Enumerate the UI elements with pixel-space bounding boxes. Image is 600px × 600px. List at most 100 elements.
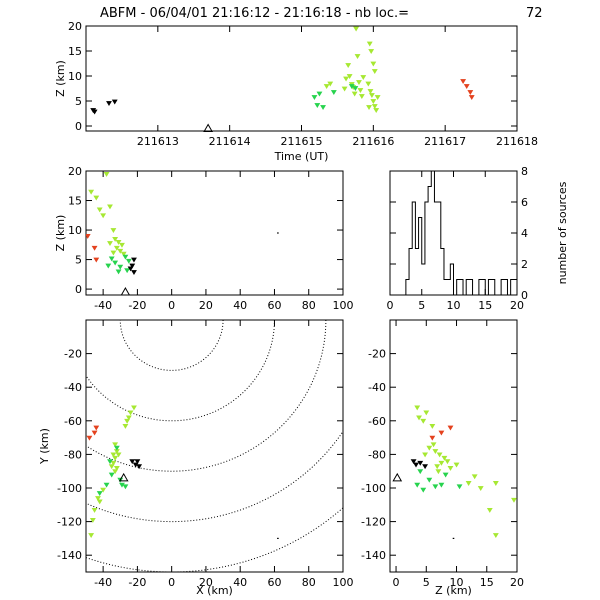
- source-point: [86, 234, 91, 239]
- source-point: [124, 418, 131, 424]
- source-point: [373, 108, 380, 113]
- source-point: [122, 254, 129, 260]
- y-tick-label: 5: [75, 254, 82, 267]
- source-point: [414, 482, 421, 488]
- source-point: [122, 484, 129, 490]
- y-tick-label: 20: [68, 20, 82, 33]
- source-point: [456, 484, 463, 490]
- source-point: [422, 452, 429, 458]
- y-axis-label: Y (km): [38, 428, 51, 465]
- histogram-bin: [434, 202, 437, 295]
- source-point: [311, 95, 318, 100]
- source-point: [511, 497, 517, 503]
- x-tick-label: 10: [450, 576, 464, 589]
- source-point: [100, 487, 107, 493]
- source-point: [95, 496, 101, 502]
- y-axis-label: Z (km): [54, 215, 67, 252]
- source-point: [91, 109, 98, 115]
- station-marker: [392, 472, 403, 482]
- source-point: [417, 460, 424, 466]
- x-tick-label: 20: [510, 299, 524, 312]
- y-axis-label: number of sources: [556, 181, 569, 284]
- source-point: [117, 248, 124, 254]
- panel-height-y: 0 5 10 15 20 -140 -120 -100 -80 -60 -40 -20 Z (km): [361, 319, 524, 597]
- points: [86, 405, 279, 539]
- source-point: [93, 425, 100, 431]
- source-point: [115, 239, 122, 245]
- source-point: [327, 81, 334, 87]
- source-point: [125, 415, 132, 421]
- source-point: [345, 63, 352, 68]
- source-point: [422, 464, 429, 470]
- histogram-bin: [428, 187, 431, 296]
- y-tick-label: -120: [57, 516, 82, 529]
- source-point: [91, 507, 98, 513]
- x-tick-label: 211614: [209, 135, 251, 148]
- source-point: [108, 472, 115, 478]
- source-point: [368, 93, 375, 98]
- source-point: [374, 95, 381, 100]
- x-tick-label: 100: [333, 299, 354, 312]
- source-point: [91, 245, 98, 251]
- histogram-steps: [405, 170, 518, 296]
- source-point: [115, 269, 122, 275]
- source-point: [125, 258, 132, 264]
- source-point: [426, 445, 433, 451]
- histogram-bin: [415, 249, 418, 296]
- source-point: [110, 452, 117, 458]
- y-tick-label: -20: [368, 348, 386, 361]
- source-point: [106, 101, 112, 106]
- x-tick-label: 40: [233, 576, 247, 589]
- y-tick-label: 2: [521, 258, 528, 271]
- source-point: [353, 26, 360, 32]
- y-tick-label: -100: [361, 482, 386, 495]
- source-point: [117, 264, 124, 270]
- source-point: [366, 105, 372, 110]
- source-point: [134, 459, 141, 465]
- source-point: [112, 455, 119, 461]
- axes-frame: [85, 319, 344, 573]
- source-point: [88, 189, 95, 195]
- y-tick-label: -120: [361, 516, 386, 529]
- y-tick-label: -40: [64, 381, 82, 394]
- y-tick-label: -80: [64, 448, 82, 461]
- source-point: [110, 250, 117, 256]
- y-tick-label: 4: [521, 227, 528, 240]
- source-point: [463, 84, 470, 89]
- x-axis-label: Z (km): [435, 584, 472, 597]
- source-point: [441, 455, 448, 461]
- source-point: [413, 462, 419, 468]
- source-point: [112, 469, 119, 475]
- y-tick-label: 10: [68, 70, 82, 83]
- source-point: [108, 464, 115, 470]
- source-point: [320, 105, 326, 110]
- source-point: [91, 430, 98, 436]
- source-point: [429, 423, 436, 429]
- source-point: [438, 430, 445, 436]
- source-point: [414, 405, 421, 411]
- source-point: [366, 41, 373, 47]
- source-point: [136, 464, 143, 470]
- y-tick-label: 0: [75, 120, 82, 133]
- y-tick-label: 0: [75, 283, 82, 296]
- source-point: [314, 103, 321, 108]
- source-point: [352, 86, 359, 91]
- source-point: [105, 263, 112, 269]
- source-point: [358, 94, 365, 99]
- source-point: [127, 410, 134, 416]
- source-point: [460, 79, 467, 84]
- x-tick-label: 0: [168, 576, 175, 589]
- axes-frame: [85, 170, 344, 296]
- source-point: [417, 469, 424, 475]
- x-tick-label: 60: [267, 299, 281, 312]
- histogram-bin: [444, 280, 447, 296]
- source-point: [467, 90, 474, 95]
- source-point: [96, 499, 103, 505]
- source-point: [346, 74, 353, 79]
- x-tick-label: 20: [199, 576, 213, 589]
- x-axis-label: Time (UT): [274, 150, 329, 163]
- source-point: [108, 256, 115, 262]
- y-tick-label: -80: [368, 448, 386, 461]
- source-point: [112, 442, 119, 448]
